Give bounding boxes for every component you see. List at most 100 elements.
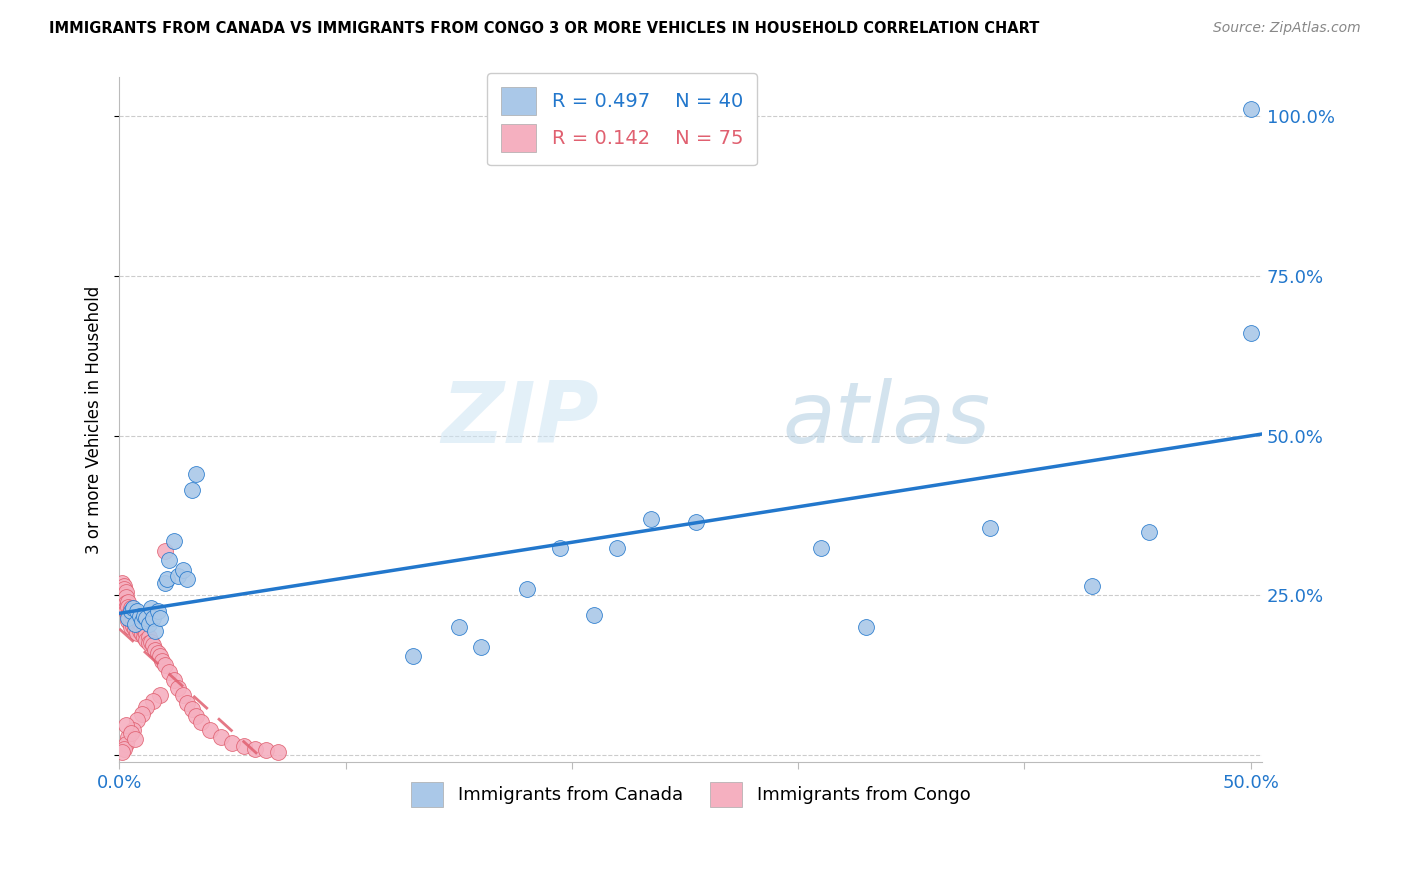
Point <box>550 541 572 555</box>
Point <box>146 605 169 619</box>
Point <box>145 643 167 657</box>
Point <box>110 585 132 599</box>
Point <box>156 573 179 587</box>
Point <box>157 665 180 680</box>
Text: ZIP: ZIP <box>441 378 599 461</box>
Point <box>254 743 277 757</box>
Point <box>121 613 143 627</box>
Point <box>855 620 877 634</box>
Point <box>198 723 221 737</box>
Point <box>153 543 176 558</box>
Point <box>146 646 169 660</box>
Point <box>127 605 149 619</box>
Point <box>135 633 157 648</box>
Point <box>120 601 142 615</box>
Point <box>124 617 146 632</box>
Point <box>142 694 165 708</box>
Point <box>127 620 149 634</box>
Point <box>120 605 142 619</box>
Point <box>979 521 1001 535</box>
Point <box>112 742 135 756</box>
Point <box>115 585 138 599</box>
Point <box>142 611 165 625</box>
Point <box>110 575 132 590</box>
Point <box>172 688 194 702</box>
Point <box>145 624 167 638</box>
Point <box>135 611 157 625</box>
Point <box>138 617 160 632</box>
Point <box>131 627 153 641</box>
Point <box>124 611 146 625</box>
Point <box>134 609 156 624</box>
Point <box>162 534 184 549</box>
Point <box>138 636 160 650</box>
Point <box>153 657 176 672</box>
Point <box>138 630 160 644</box>
Y-axis label: 3 or more Vehicles in Household: 3 or more Vehicles in Household <box>86 285 103 554</box>
Point <box>128 609 150 624</box>
Point <box>115 596 138 610</box>
Point <box>142 639 165 653</box>
Point <box>515 582 537 596</box>
Point <box>115 717 138 731</box>
Point <box>134 624 156 638</box>
Point <box>139 601 162 615</box>
Point <box>135 700 157 714</box>
Point <box>162 673 184 687</box>
Point <box>640 512 662 526</box>
Point <box>112 582 135 596</box>
Point <box>135 627 157 641</box>
Point <box>112 589 135 603</box>
Point <box>110 591 132 606</box>
Point <box>685 515 707 529</box>
Point <box>402 649 425 664</box>
Point <box>112 579 135 593</box>
Point <box>128 617 150 632</box>
Point <box>583 607 606 622</box>
Point <box>1239 103 1261 117</box>
Point <box>120 607 142 621</box>
Point <box>139 634 162 648</box>
Point <box>134 630 156 644</box>
Point <box>112 595 135 609</box>
Point <box>115 605 138 619</box>
Point <box>186 467 208 481</box>
Point <box>180 483 202 497</box>
Point <box>149 611 172 625</box>
Point <box>149 649 172 664</box>
Point <box>186 708 208 723</box>
Point <box>810 541 832 555</box>
Point <box>120 726 142 740</box>
Point <box>120 614 142 628</box>
Point <box>117 595 139 609</box>
Point <box>115 737 138 751</box>
Point <box>115 590 138 604</box>
Point <box>167 569 190 583</box>
Point <box>131 614 153 628</box>
Point <box>110 745 132 759</box>
Point <box>176 696 198 710</box>
Point <box>606 541 628 555</box>
Point <box>127 625 149 640</box>
Point <box>127 713 149 727</box>
Point <box>121 607 143 621</box>
Point <box>117 614 139 628</box>
Point <box>121 601 143 615</box>
Text: Source: ZipAtlas.com: Source: ZipAtlas.com <box>1213 21 1361 35</box>
Point <box>121 723 143 737</box>
Point <box>150 654 173 668</box>
Point <box>1081 579 1104 593</box>
Point <box>176 573 198 587</box>
Point <box>243 742 266 756</box>
Point <box>172 563 194 577</box>
Point <box>153 575 176 590</box>
Point <box>157 553 180 567</box>
Point <box>1137 524 1160 539</box>
Point <box>131 620 153 634</box>
Point <box>117 731 139 745</box>
Point <box>232 739 254 753</box>
Point <box>167 681 190 696</box>
Point <box>121 619 143 633</box>
Point <box>120 620 142 634</box>
Point <box>124 732 146 747</box>
